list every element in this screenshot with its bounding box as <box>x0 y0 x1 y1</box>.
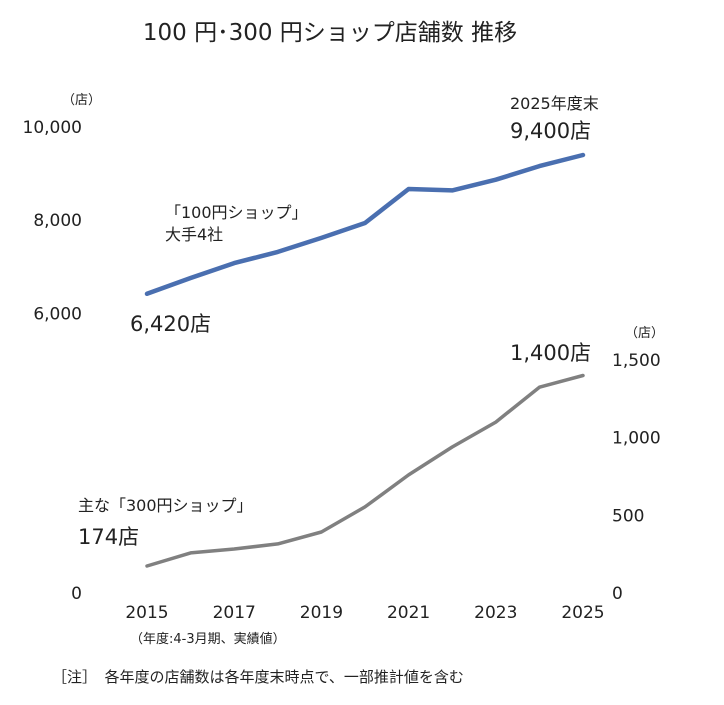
gray-end-label: 1,400店 <box>510 341 591 365</box>
x-tick-label: 2017 <box>213 603 256 623</box>
blue-end-label: 9,400店 <box>510 119 591 143</box>
x-axis-note: （年度:4-3月期、実績値） <box>130 631 286 647</box>
right-axis-unit: （店） <box>625 326 664 341</box>
x-tick-label: 2021 <box>387 603 430 623</box>
left-tick-label: 6,000 <box>33 304 82 324</box>
left-axis-unit: （店） <box>62 93 101 108</box>
blue-end-year-label: 2025年度末 <box>510 94 599 113</box>
right-tick-label: 1,500 <box>612 351 661 371</box>
series-label-300yen: 主な「300円ショップ」 <box>78 496 253 515</box>
series-line-300yen <box>145 373 585 568</box>
x-tick-label: 2015 <box>125 603 168 623</box>
x-tick-label: 2019 <box>300 603 343 623</box>
series-label-100yen-line2: 大手4社 <box>165 225 223 244</box>
gray-start-label: 174店 <box>78 525 139 549</box>
right-tick-label: 500 <box>612 506 644 526</box>
x-tick-label: 2025 <box>561 603 604 623</box>
right-tick-label: 0 <box>612 584 623 604</box>
x-tick-label: 2023 <box>474 603 517 623</box>
chart-title: 100 円･300 円ショップ店舗数 推移 <box>143 20 517 46</box>
left-tick-label: 10,000 <box>23 118 82 138</box>
left-tick-label: 0 <box>71 584 82 604</box>
series-label-100yen-line1: 「100円ショップ」 <box>165 203 308 222</box>
blue-start-label: 6,420店 <box>130 312 211 336</box>
footnote: ［注］ 各年度の店舗数は各年度末時点で、一部推計値を含む <box>52 668 464 686</box>
right-tick-label: 1,000 <box>612 429 661 449</box>
left-tick-label: 8,000 <box>33 211 82 231</box>
